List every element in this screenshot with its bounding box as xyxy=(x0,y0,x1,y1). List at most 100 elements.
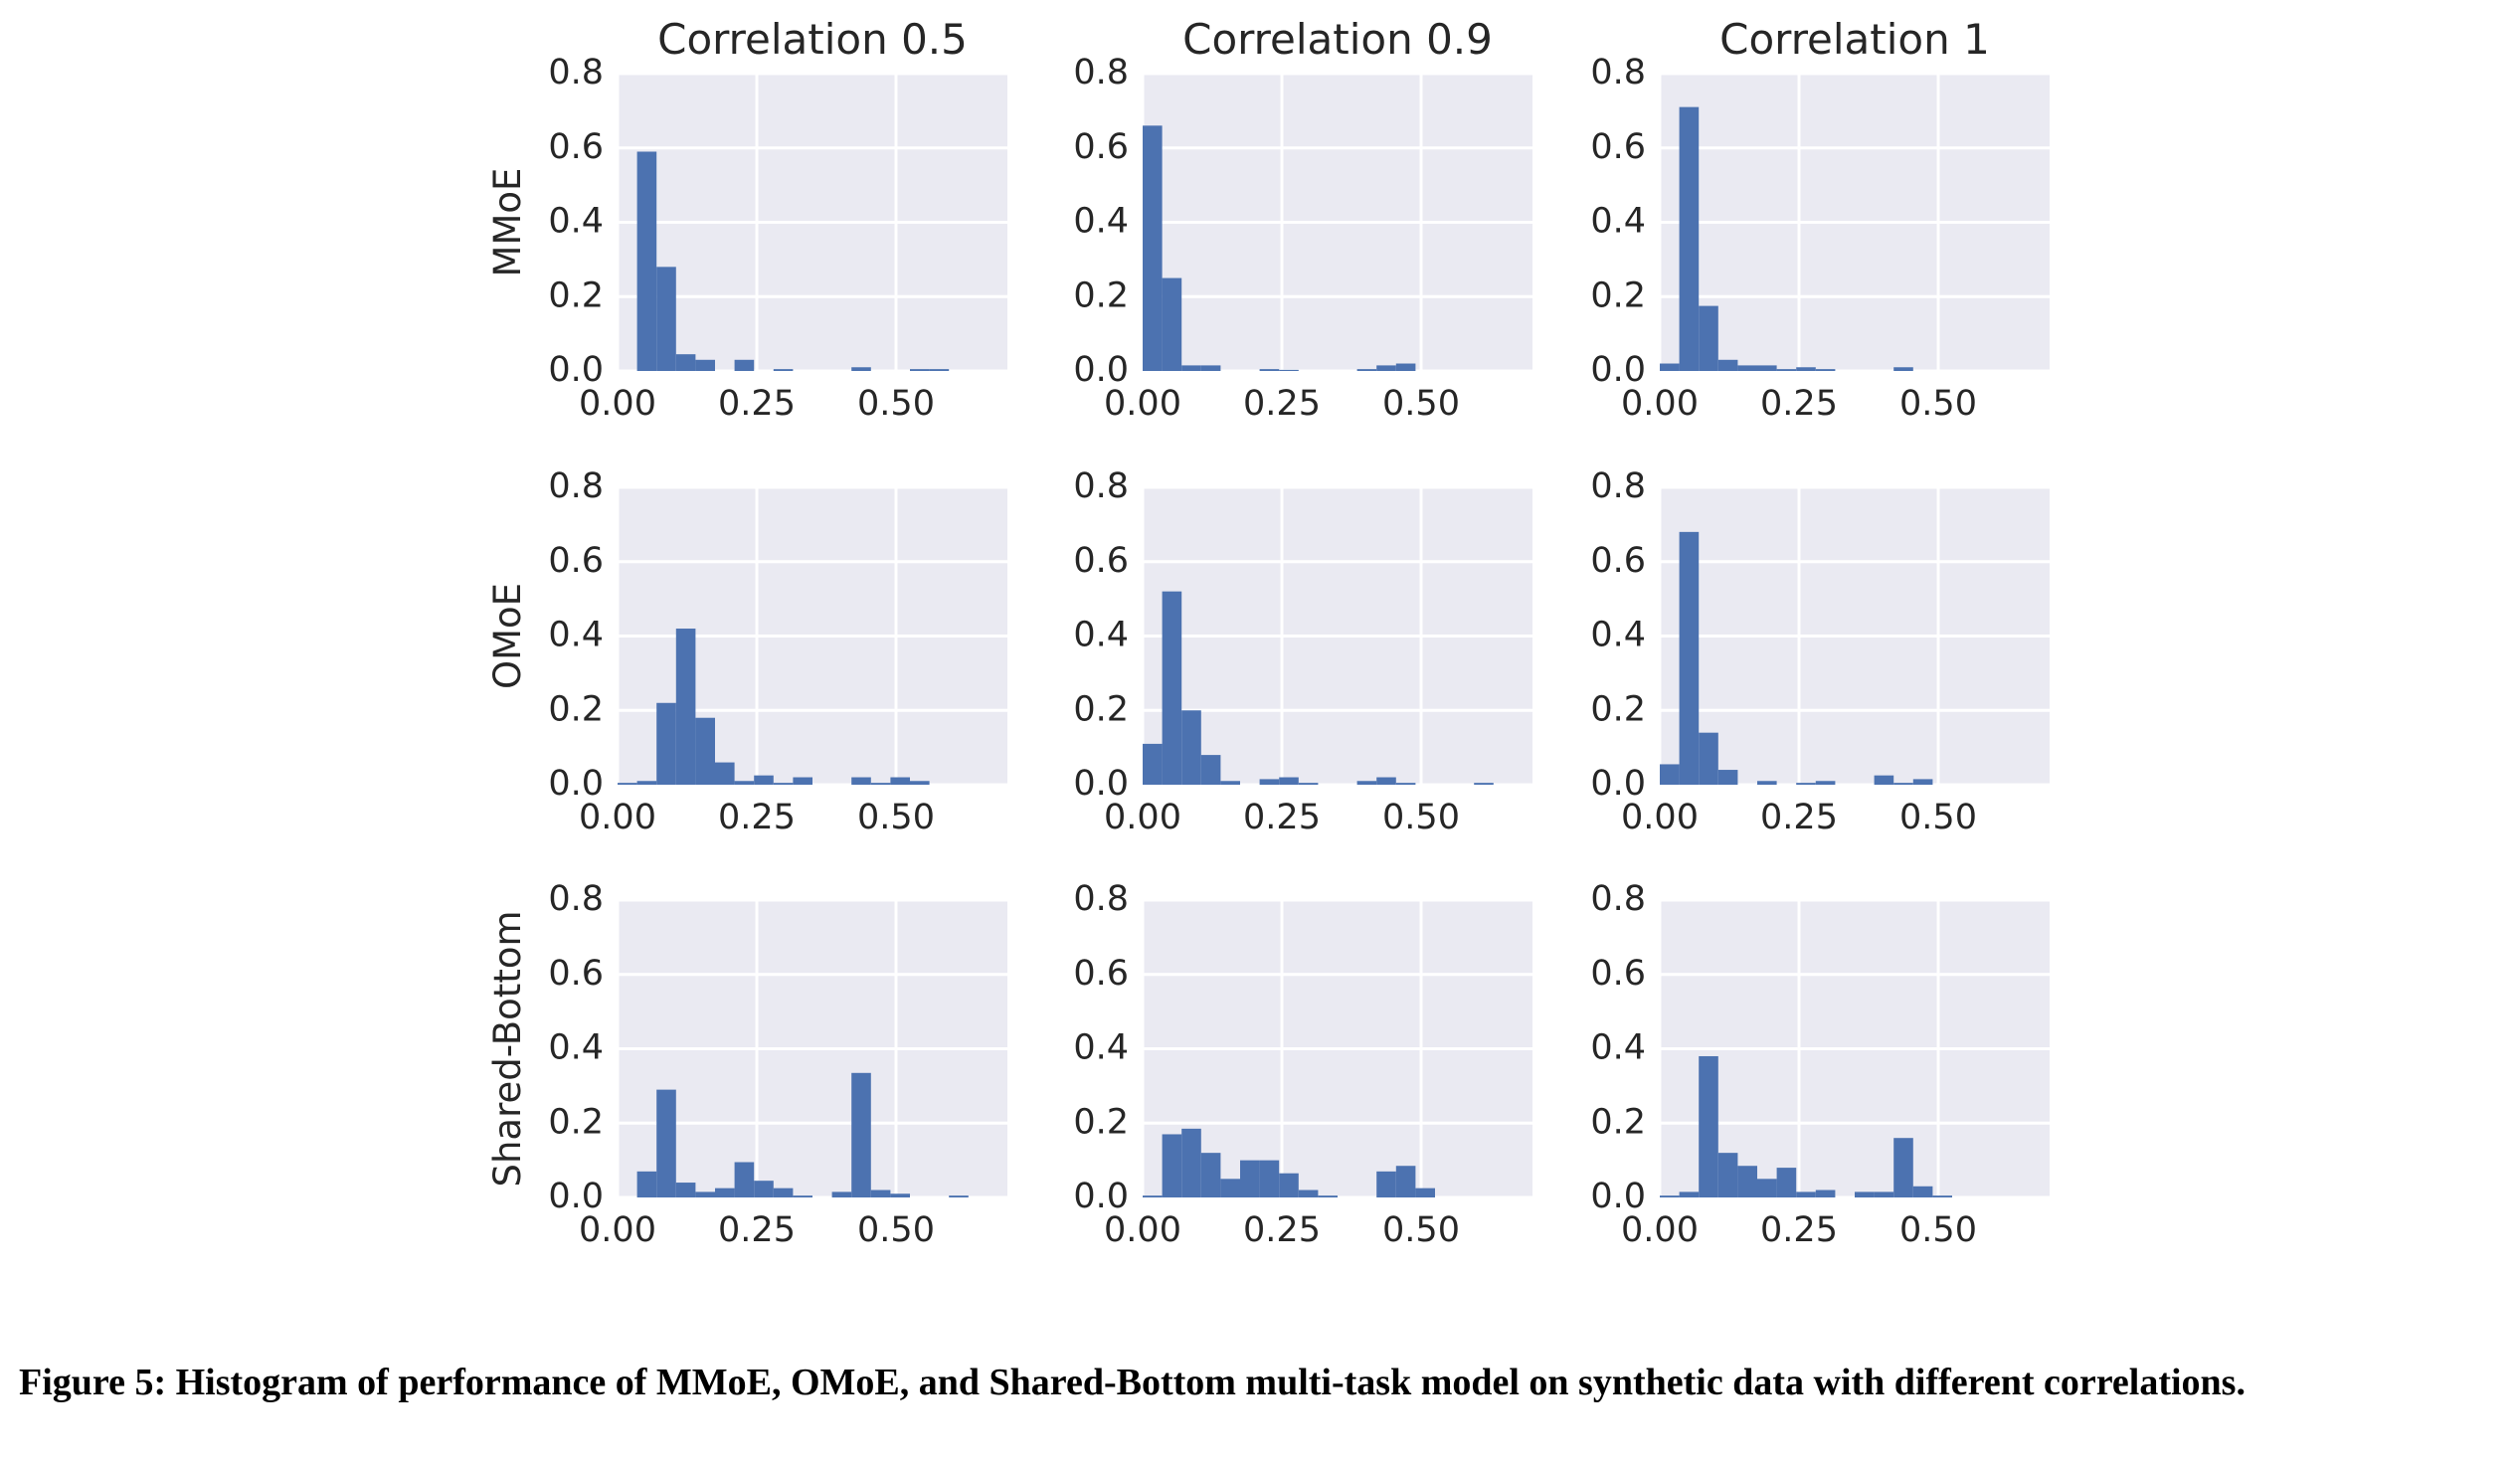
bar xyxy=(1200,365,1221,371)
y-tick-label: 0.8 xyxy=(1073,466,1129,506)
bar xyxy=(1259,779,1280,785)
bar xyxy=(1679,106,1700,371)
bar xyxy=(675,1183,696,1197)
bar xyxy=(1874,775,1894,785)
bar xyxy=(1143,1195,1163,1197)
caption: Figure 5: Histogram of performance of MM… xyxy=(19,1362,2246,1403)
y-tick-label: 0.0 xyxy=(548,764,604,804)
bar xyxy=(1893,783,1913,785)
bar xyxy=(1737,365,1757,371)
bar xyxy=(675,629,696,785)
bar xyxy=(1259,369,1280,371)
y-tick-label: 0.4 xyxy=(548,1028,604,1068)
bar xyxy=(715,1188,735,1197)
x-tick-label: 0.25 xyxy=(1243,798,1321,837)
bar xyxy=(1162,277,1182,371)
subplot: 0.0 0.2 0.4 0.6 0.8 0.00 0.25 0.50 OMoE xyxy=(486,466,1007,837)
y-tick-label: 0.2 xyxy=(548,689,604,729)
bar xyxy=(1757,1179,1777,1197)
x-tick-label: 0.25 xyxy=(1760,798,1838,837)
bar xyxy=(890,1193,910,1197)
x-tick-label: 0.50 xyxy=(857,798,935,837)
bar xyxy=(1855,1191,1875,1197)
subplot: 0.0 0.2 0.4 0.6 0.8 0.00 0.25 0.50 Shared-Bottom xyxy=(486,879,1007,1250)
bar xyxy=(773,1188,794,1197)
bar xyxy=(1796,367,1816,371)
x-tick-label: 0.00 xyxy=(579,1210,656,1250)
y-tick-label: 0.8 xyxy=(1590,466,1646,506)
bar xyxy=(1200,755,1221,785)
y-tick-label: 0.8 xyxy=(1590,53,1646,92)
y-tick-label: 0.0 xyxy=(1073,1177,1129,1216)
subplot-title: Correlation 0.9 xyxy=(1182,15,1493,64)
y-tick-label: 0.4 xyxy=(548,616,604,655)
bar xyxy=(793,777,812,785)
y-tick-label: 0.0 xyxy=(548,1177,604,1216)
bar xyxy=(1298,783,1319,785)
x-tick-label: 0.50 xyxy=(1382,1210,1460,1250)
y-tick-label: 0.0 xyxy=(1073,764,1129,804)
bar xyxy=(1699,732,1718,785)
x-tick-label: 0.50 xyxy=(1899,798,1977,837)
x-tick-label: 0.25 xyxy=(718,798,796,837)
bar xyxy=(656,267,676,371)
bar xyxy=(1200,1153,1221,1197)
x-tick-label: 0.00 xyxy=(1104,1210,1181,1250)
bar xyxy=(715,762,735,785)
x-tick-label: 0.00 xyxy=(579,384,656,424)
y-tick-label: 0.6 xyxy=(1590,541,1646,581)
bar xyxy=(1893,1138,1913,1197)
bar xyxy=(1143,125,1163,371)
x-tick-label: 0.25 xyxy=(1760,384,1838,424)
y-tick-label: 0.6 xyxy=(1073,127,1129,167)
bar xyxy=(1660,1195,1680,1197)
x-tick-label: 0.50 xyxy=(1382,798,1460,837)
bar xyxy=(890,777,910,785)
bar xyxy=(773,783,794,785)
bar xyxy=(1660,764,1680,785)
bar xyxy=(1356,369,1377,371)
y-tick-label: 0.8 xyxy=(1590,879,1646,919)
bar xyxy=(1162,591,1182,785)
bar xyxy=(618,783,637,785)
bar xyxy=(1679,531,1700,785)
y-tick-label: 0.6 xyxy=(1590,127,1646,167)
y-tick-label: 0.0 xyxy=(1590,350,1646,390)
bar xyxy=(675,354,696,371)
x-tick-label: 0.00 xyxy=(1621,384,1699,424)
y-tick-label: 0.6 xyxy=(1073,541,1129,581)
y-tick-label: 0.8 xyxy=(1073,879,1129,919)
y-tick-label: 0.4 xyxy=(548,202,604,242)
bar xyxy=(1679,1191,1700,1197)
y-tick-label: 0.4 xyxy=(1590,1028,1646,1068)
bar xyxy=(1220,1179,1240,1197)
bar xyxy=(1776,369,1797,371)
subplot: 0.0 0.2 0.4 0.6 0.8 0.00 0.25 0.50 xyxy=(1590,879,2050,1250)
y-tick-label: 0.8 xyxy=(548,53,604,92)
bar xyxy=(1376,1171,1396,1197)
bar xyxy=(1815,1190,1836,1197)
figure: 0.0 0.2 0.4 0.6 0.8 0.00 0.25 0.50 Correlation 0… xyxy=(486,15,2050,1250)
x-tick-label: 0.00 xyxy=(1621,798,1699,837)
bar xyxy=(910,369,930,371)
subplot: 0.0 0.2 0.4 0.6 0.8 0.00 0.25 0.50 xyxy=(1590,466,2050,837)
bar xyxy=(1395,363,1416,371)
y-tick-label: 0.0 xyxy=(1590,764,1646,804)
bar xyxy=(929,369,950,371)
y-tick-label: 0.2 xyxy=(1073,689,1129,729)
x-tick-label: 0.00 xyxy=(1104,798,1181,837)
bar xyxy=(754,775,774,785)
x-tick-label: 0.25 xyxy=(718,1210,796,1250)
bar xyxy=(1815,369,1836,371)
bar xyxy=(949,1195,969,1197)
x-tick-label: 0.25 xyxy=(718,384,796,424)
bar xyxy=(1757,781,1777,785)
subplot-title: Correlation 1 xyxy=(1719,15,1990,64)
y-tick-label: 0.2 xyxy=(548,275,604,315)
y-tick-label: 0.4 xyxy=(1590,616,1646,655)
x-tick-label: 0.50 xyxy=(857,384,935,424)
bar xyxy=(734,359,755,371)
y-tick-label: 0.2 xyxy=(548,1102,604,1142)
bar xyxy=(1737,1166,1757,1197)
